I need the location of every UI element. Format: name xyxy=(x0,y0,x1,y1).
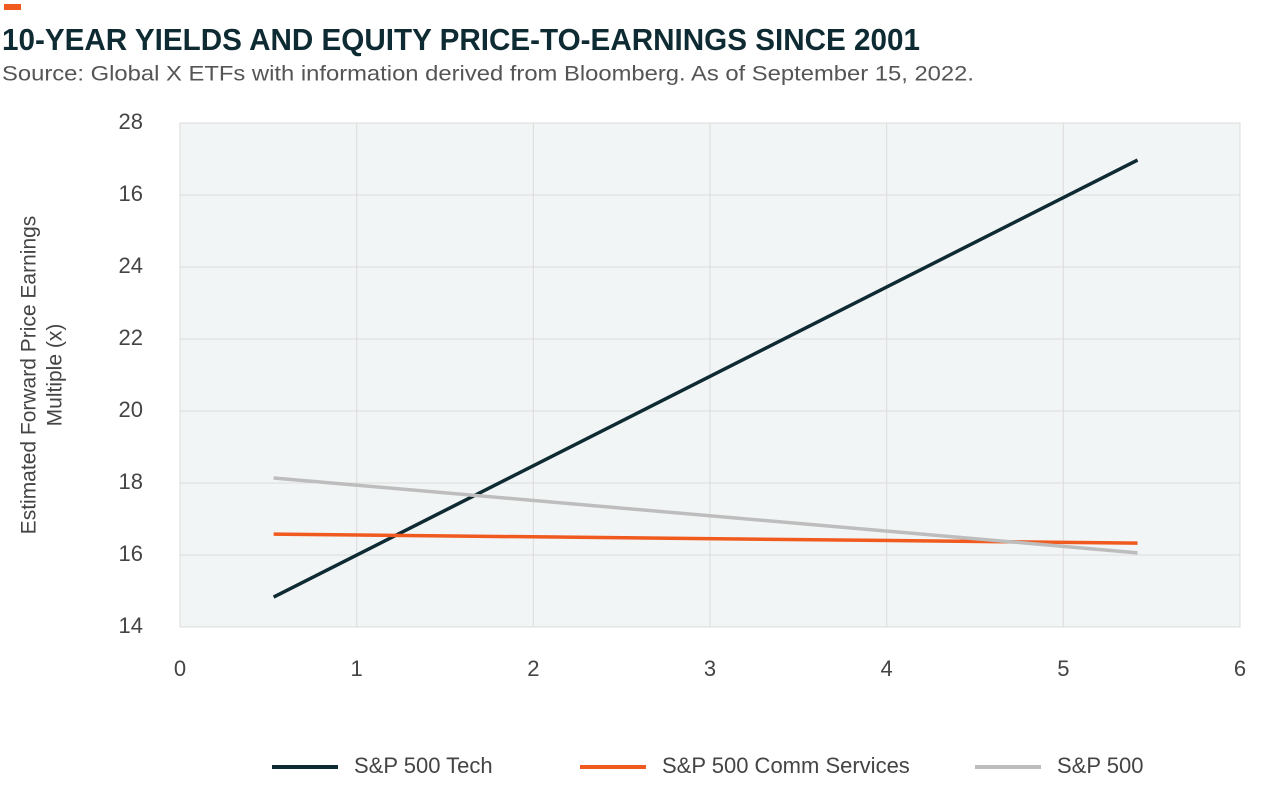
legend-label: S&P 500 Tech xyxy=(354,753,493,778)
legend-label: S&P 500 Comm Services xyxy=(662,753,910,778)
legend-label: S&P 500 xyxy=(1057,753,1143,778)
x-tick-label: 3 xyxy=(704,656,716,681)
y-tick-label: 16 xyxy=(119,541,143,566)
y-tick-label: 22 xyxy=(119,325,143,350)
y-axis-title-line: Estimated Forward Price Earnings xyxy=(18,216,41,535)
x-tick-label: 5 xyxy=(1057,656,1069,681)
y-tick-label: 28 xyxy=(119,109,143,134)
chart-subtitle: Source: Global X ETFs with information d… xyxy=(2,63,974,86)
x-tick-label: 6 xyxy=(1234,656,1246,681)
y-tick-label: 14 xyxy=(119,613,143,638)
series-line xyxy=(273,476,1138,555)
x-tick-label: 4 xyxy=(881,656,893,681)
y-axis-title-line: Multiple (x) xyxy=(44,324,67,427)
y-tick-label: 18 xyxy=(119,469,143,494)
y-tick-label: 24 xyxy=(119,253,143,278)
x-tick-label: 2 xyxy=(527,656,539,681)
chart-title: 10-YEAR YIELDS AND EQUITY PRICE-TO-EARNI… xyxy=(2,22,920,57)
x-tick-label: 1 xyxy=(351,656,363,681)
y-tick-label: 20 xyxy=(119,397,143,422)
y-axis-title: Estimated Forward Price Earnings Multipl… xyxy=(18,216,67,535)
series-line xyxy=(272,158,1139,599)
accent-bar xyxy=(4,4,21,10)
y-tick-label: 16 xyxy=(119,181,143,206)
x-tick-label: 0 xyxy=(174,656,186,681)
